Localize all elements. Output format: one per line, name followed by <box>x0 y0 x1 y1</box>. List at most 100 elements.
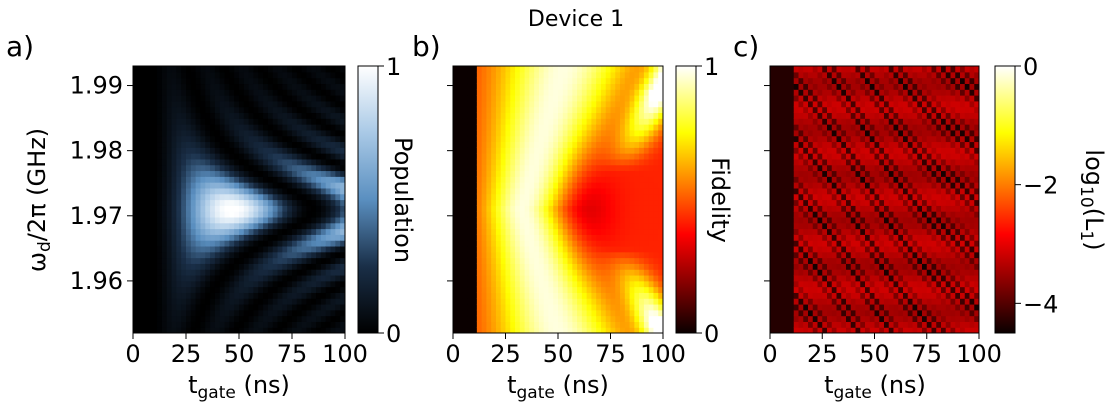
heatmap-cell <box>147 141 153 148</box>
heatmap-cell <box>860 327 866 333</box>
heatmap-cell <box>543 222 550 230</box>
heatmap-cell <box>591 187 597 195</box>
heatmap-cell <box>190 83 197 90</box>
heatmap-cell <box>572 292 578 299</box>
heatmap-cell <box>793 251 800 259</box>
heatmap-cell <box>822 321 828 328</box>
heatmap-cell <box>596 147 602 154</box>
heatmap-cell <box>653 77 659 85</box>
heatmap-cell <box>789 141 795 148</box>
heatmap-cell <box>181 66 187 73</box>
heatmap-cell <box>586 187 593 195</box>
heatmap-cell <box>529 170 535 177</box>
heatmap-cell <box>519 118 526 125</box>
heatmap-cell <box>152 141 158 148</box>
heatmap-cell <box>137 100 144 108</box>
heatmap-cell <box>267 170 274 177</box>
heatmap-cell <box>846 141 852 148</box>
heatmap-cell <box>457 245 464 253</box>
heatmap-cell <box>248 124 255 131</box>
heatmap-cell <box>340 205 345 212</box>
heatmap-cell <box>581 274 588 282</box>
heatmap-cell <box>277 315 283 322</box>
heatmap-cell <box>186 234 192 241</box>
heatmap-cell <box>267 187 274 195</box>
heatmap-cell <box>784 205 790 212</box>
heatmap-cell <box>462 176 468 183</box>
heatmap-cell <box>581 257 588 264</box>
heatmap-cell <box>137 199 144 206</box>
heatmap-cell <box>462 216 468 224</box>
heatmap-cell <box>253 124 259 131</box>
heatmap-cell <box>639 274 645 282</box>
heatmap-cell <box>472 147 478 154</box>
heatmap-cell <box>306 182 312 189</box>
heatmap-cell <box>224 187 230 195</box>
heatmap-cell <box>467 106 473 114</box>
heatmap-cell <box>500 292 507 299</box>
heatmap-cell <box>476 211 483 218</box>
heatmap-cell <box>282 205 288 212</box>
heatmap-cell <box>239 298 245 305</box>
heatmap-cell <box>311 245 317 253</box>
heatmap-cell <box>610 222 616 230</box>
heatmap-cell <box>277 327 283 333</box>
heatmap-cell <box>529 228 535 235</box>
heatmap-cell <box>161 286 168 293</box>
heatmap-cell <box>658 141 663 148</box>
heatmap-cell <box>137 164 144 172</box>
heatmap-cell <box>340 321 345 328</box>
heatmap-cell <box>320 240 327 247</box>
heatmap-cell <box>789 315 795 322</box>
heatmap-cell <box>803 112 809 119</box>
heatmap-cell <box>219 193 226 201</box>
heatmap-cell <box>615 71 621 79</box>
heatmap-cell <box>596 135 602 143</box>
heatmap-cell <box>774 182 781 189</box>
heatmap-cell <box>643 124 650 131</box>
heatmap-cell <box>229 303 235 311</box>
heatmap-cell <box>476 263 483 270</box>
heatmap-cell <box>253 269 259 276</box>
heatmap-cell <box>234 303 240 311</box>
heatmap-cell <box>214 170 221 177</box>
heatmap-cell <box>529 83 535 90</box>
heatmap-cell <box>248 205 255 212</box>
heatmap-cell <box>596 89 602 96</box>
heatmap-cell <box>779 135 785 143</box>
heatmap-cell <box>157 303 163 311</box>
heatmap-cell <box>481 228 488 235</box>
heatmap-cell <box>219 112 226 119</box>
heatmap-cell <box>476 274 483 282</box>
heatmap-cell <box>181 274 187 282</box>
heatmap-cell <box>567 263 573 270</box>
heatmap-cell <box>643 280 650 288</box>
heatmap-cell <box>591 118 597 125</box>
heatmap-cell <box>272 112 279 119</box>
heatmap-cell <box>605 292 612 299</box>
heatmap-cell <box>770 269 776 276</box>
heatmap-cell <box>529 147 535 154</box>
heatmap-cell <box>789 269 795 276</box>
heatmap-cell <box>248 77 255 85</box>
heatmap-cell <box>287 216 293 224</box>
heatmap-cell <box>519 182 526 189</box>
heatmap-cell <box>586 205 593 212</box>
heatmap-cell <box>534 280 540 288</box>
heatmap-cell <box>453 129 459 137</box>
heatmap-cell <box>803 187 809 195</box>
heatmap-cell <box>615 216 621 224</box>
heatmap-cell <box>176 95 182 102</box>
heatmap-cell <box>855 298 861 305</box>
heatmap-cell <box>287 66 293 73</box>
heatmap-cell <box>789 211 795 218</box>
heatmap-cell <box>234 95 240 102</box>
heatmap-cell <box>462 199 468 206</box>
heatmap-cell <box>186 211 192 218</box>
heatmap-cell <box>779 77 785 85</box>
heatmap-cell <box>147 164 153 172</box>
heatmap-cell <box>812 193 819 201</box>
heatmap-cell <box>505 228 511 235</box>
heatmap-cell <box>577 170 583 177</box>
heatmap-cell <box>548 66 554 73</box>
